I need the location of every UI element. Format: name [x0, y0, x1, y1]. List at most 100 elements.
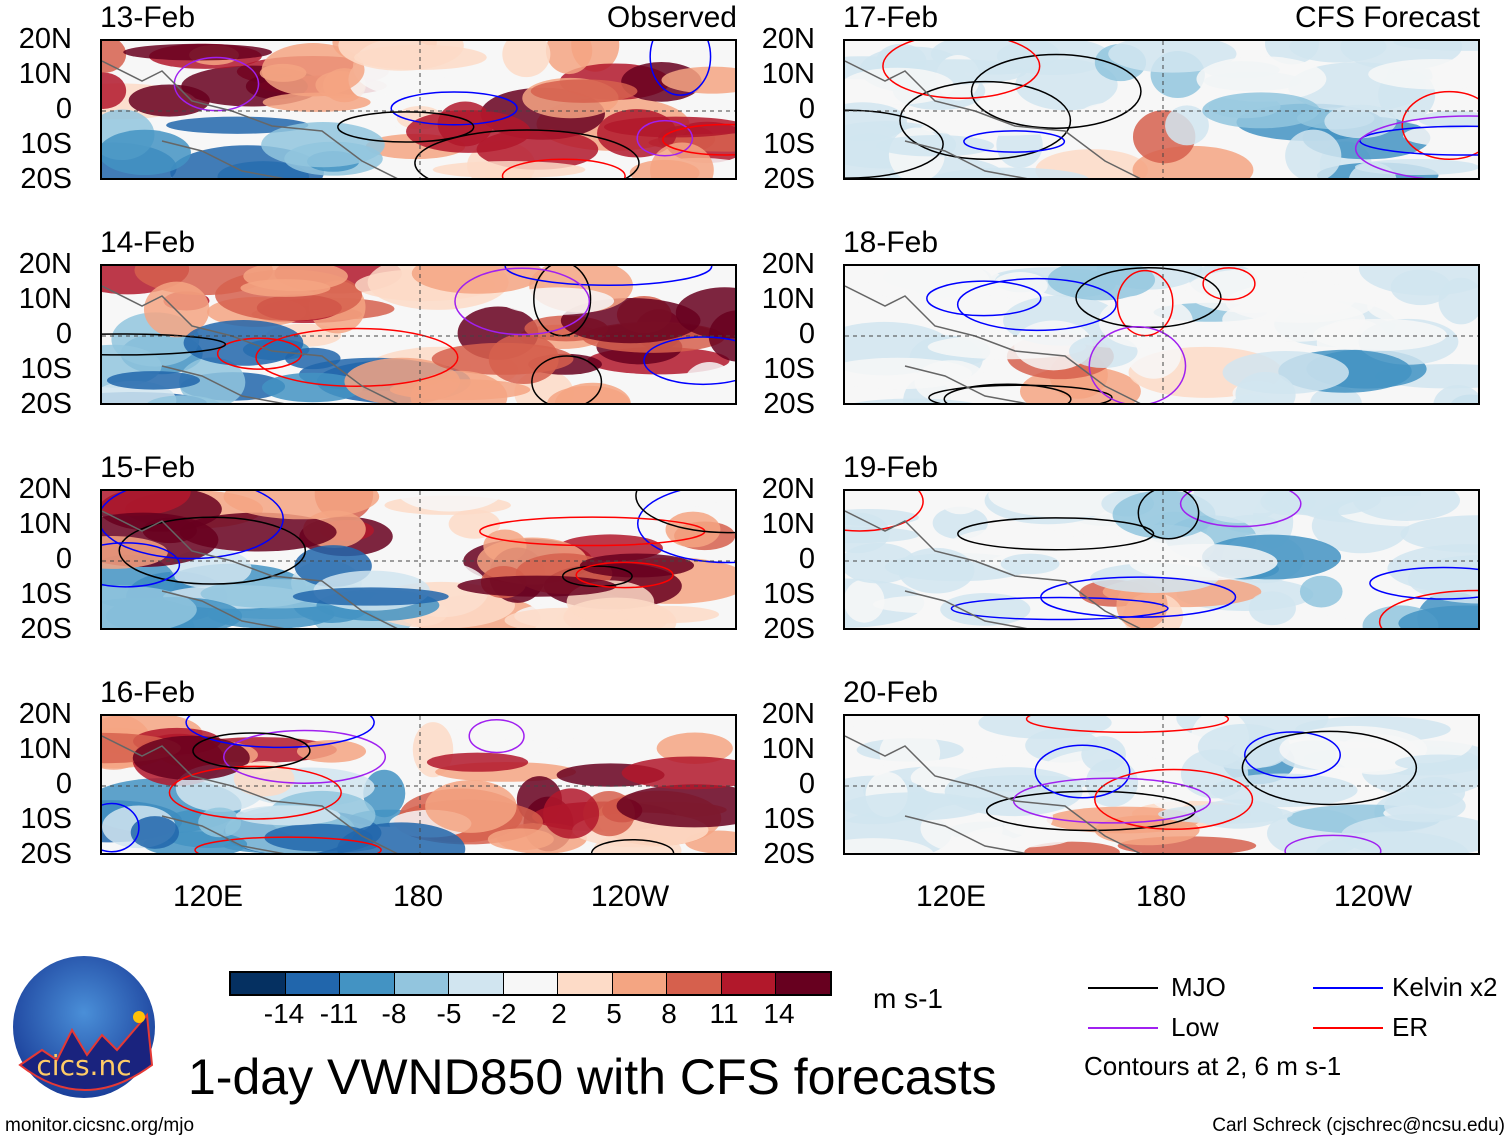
panel-date: 18-Feb	[843, 226, 939, 259]
wave-contour	[223, 729, 387, 784]
wind-anomaly-patch	[898, 547, 975, 594]
wind-anomaly-patch	[261, 43, 365, 97]
lon-label: 120W	[590, 880, 670, 913]
wave-contour	[662, 123, 735, 156]
main-title: 1-day VWND850 with CFS forecasts	[188, 1049, 997, 1105]
wave-contour	[1202, 267, 1256, 301]
map-panel	[843, 264, 1480, 405]
lat-label: 0	[55, 93, 72, 125]
legend-line-er	[1313, 1027, 1383, 1029]
wave-contour	[1116, 269, 1174, 337]
wave-contour	[899, 80, 1072, 161]
wind-anomaly-patch	[621, 756, 735, 790]
wind-anomaly-patch	[1358, 266, 1478, 296]
wave-contour	[649, 41, 712, 96]
lon-label: 180	[392, 880, 444, 913]
wave-contour	[1094, 768, 1254, 831]
wind-anomaly-patch	[1222, 351, 1349, 394]
wind-anomaly-patch	[102, 129, 191, 175]
map-panel	[100, 489, 737, 630]
wind-anomaly-patch	[931, 167, 1089, 178]
wind-anomaly-patch	[285, 347, 341, 370]
lat-label: 20S	[20, 613, 72, 645]
map-panel	[843, 39, 1480, 180]
wind-anomaly-patch	[530, 79, 638, 103]
lat-label: 20N	[761, 248, 815, 280]
colorbar-swatch	[776, 973, 830, 994]
wave-contour	[845, 109, 944, 178]
wind-anomaly-patch	[845, 542, 917, 584]
wave-contour	[102, 802, 140, 853]
wind-anomaly-patch	[106, 371, 200, 390]
wave-contour	[845, 491, 924, 532]
wind-anomaly-patch	[179, 357, 246, 403]
wave-contour	[1034, 744, 1131, 799]
wind-anomaly-patch	[1398, 605, 1478, 628]
wind-anomaly-patch	[102, 72, 127, 109]
wave-contour	[943, 383, 1072, 403]
wave-contour	[1401, 90, 1478, 160]
wave-contour	[590, 838, 675, 853]
wind-anomaly-patch	[932, 506, 988, 540]
wind-anomaly-patch	[1128, 543, 1278, 581]
lon-label: 120W	[1333, 880, 1413, 913]
lat-label: 20S	[763, 388, 815, 420]
wind-anomaly-patch	[179, 512, 337, 552]
logo-text: cics.nc	[36, 1049, 131, 1082]
wind-anomaly-patch	[1196, 56, 1327, 102]
wind-anomaly-patch	[1248, 591, 1296, 626]
colorbar-swatch	[503, 973, 558, 994]
wind-anomaly-patch	[102, 585, 197, 628]
wave-contour	[1284, 834, 1382, 853]
colorbar-swatch	[285, 973, 340, 994]
wave-contour	[636, 491, 735, 564]
wind-anomaly-patch	[1000, 553, 1060, 575]
lat-label: 10N	[761, 58, 815, 90]
wave-contour	[635, 491, 735, 534]
lat-label: 20N	[18, 473, 72, 505]
wind-anomaly-patch	[223, 491, 380, 520]
wave-contour	[1241, 730, 1418, 806]
footer-credit: Carl Schreck (cjschrec@ncsu.edu)	[1212, 1115, 1505, 1136]
lat-label: 0	[55, 768, 72, 800]
legend-label-kelvin: Kelvin x2	[1392, 972, 1498, 1002]
wave-contour	[956, 277, 1117, 332]
wave-contour	[255, 327, 459, 388]
lat-label: 20N	[761, 23, 815, 55]
wind-anomaly-patch	[543, 788, 600, 839]
legend-line-kelvin	[1313, 987, 1383, 989]
wind-anomaly-patch	[448, 509, 501, 539]
wind-anomaly-patch	[292, 587, 449, 606]
lat-label: 20S	[763, 838, 815, 870]
colorbar-tick: 5	[606, 998, 622, 1029]
map-panel	[843, 489, 1480, 630]
wind-anomaly-patch	[396, 491, 503, 512]
wave-contour	[501, 158, 626, 178]
footer-url[interactable]: monitor.cicsnc.org/mjo	[5, 1115, 195, 1136]
lat-label: 20N	[761, 473, 815, 505]
wave-contour	[1179, 491, 1302, 528]
wind-anomaly-patch	[1263, 491, 1381, 517]
wind-anomaly-patch	[425, 780, 517, 833]
colorbar-swatch	[721, 973, 776, 994]
wind-anomaly-patch	[337, 822, 466, 853]
lat-label: 10N	[18, 283, 72, 315]
wave-contour	[643, 336, 735, 386]
colorbar-tick: -11	[319, 998, 359, 1029]
wind-anomaly-patch	[876, 135, 995, 157]
wind-anomaly-patch	[1202, 92, 1320, 129]
wind-anomaly-patch	[261, 122, 385, 168]
wind-anomaly-patch	[1313, 318, 1447, 351]
wind-anomaly-patch	[128, 84, 210, 117]
wave-contour	[1040, 576, 1237, 618]
wind-anomaly-patch	[579, 553, 695, 578]
lat-label: 10S	[20, 353, 72, 385]
wind-anomaly-patch	[166, 116, 309, 134]
wind-anomaly-patch	[432, 161, 586, 178]
wind-anomaly-patch	[937, 491, 984, 515]
wind-anomaly-patch	[576, 491, 727, 510]
colorbar-swatch	[667, 973, 722, 994]
wind-anomaly-patch	[1405, 777, 1466, 809]
lat-label: 0	[55, 318, 72, 350]
wind-anomaly-patch	[845, 838, 934, 853]
